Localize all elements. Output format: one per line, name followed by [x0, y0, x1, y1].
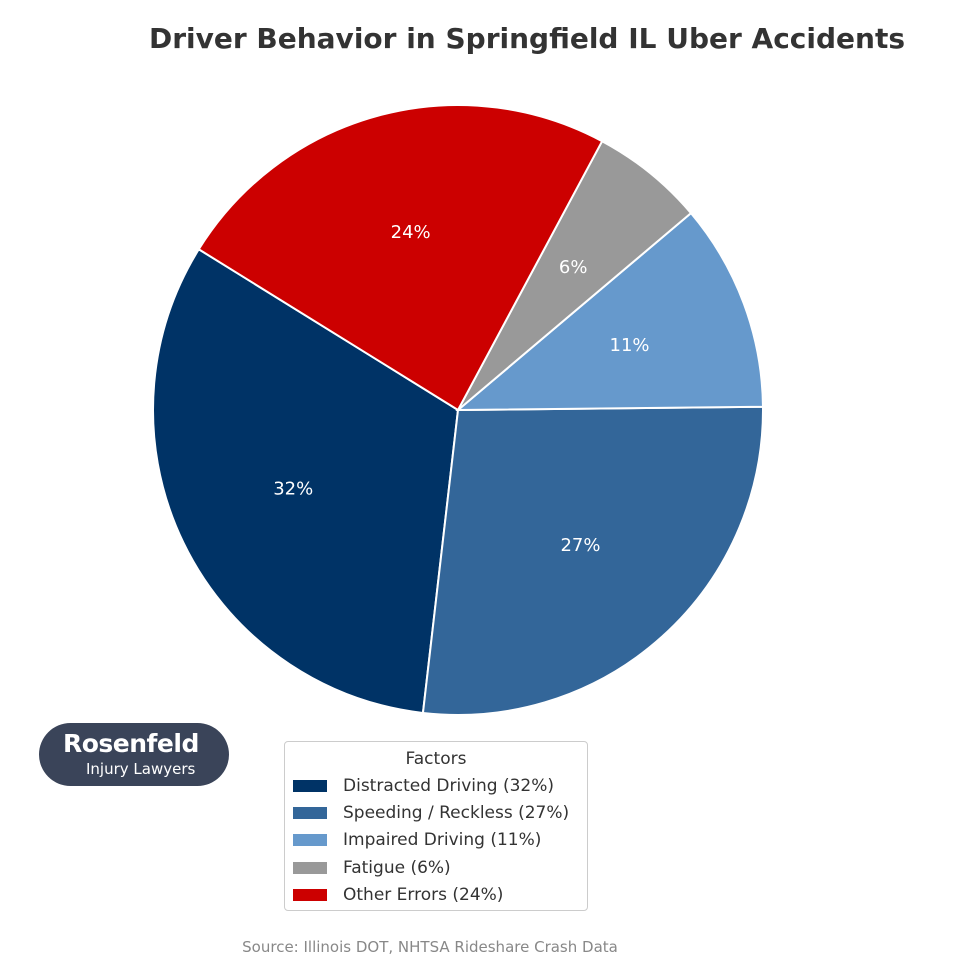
- pie-slice-distracted-driving: [152, 247, 460, 715]
- pie-slice-speeding-reckless: [421, 405, 764, 716]
- legend-label: Other Errors (24%): [343, 884, 504, 905]
- legend-label: Speeding / Reckless (27%): [343, 803, 570, 824]
- legend-item: Other Errors (24%): [293, 883, 503, 907]
- legend-item: Distracted Driving (32%): [293, 774, 554, 798]
- legend-swatch: [293, 780, 327, 792]
- logo-tagline: Injury Lawyers: [86, 760, 196, 778]
- legend-label: Distracted Driving (32%): [343, 776, 555, 796]
- source-note: Source: Illinois DOT, NHTSA Rideshare Cr…: [242, 938, 618, 956]
- legend-swatch: [293, 861, 327, 874]
- chart-title: Driver Behavior in Springfield IL Uber A…: [148, 22, 906, 55]
- slice-label: 24%: [391, 222, 431, 243]
- rosenfeld-logo: Rosenfeld Injury Lawyers: [39, 723, 229, 786]
- legend-title: Factors: [405, 749, 467, 769]
- pie-slice-impaired-driving: [455, 211, 764, 412]
- slice-label: 6%: [559, 257, 588, 278]
- logo-brand: Rosenfeld: [63, 729, 199, 758]
- slice-label: 27%: [560, 535, 600, 556]
- legend-swatch: [293, 807, 327, 820]
- slice-label: 32%: [273, 479, 313, 500]
- pie-slice-other-errors: [197, 104, 604, 412]
- legend-item: Impaired Driving (11%): [293, 828, 541, 852]
- legend-item: Fatigue (6%): [293, 856, 451, 880]
- legend-item: Speeding / Reckless (27%): [293, 801, 569, 825]
- legend-swatch: [293, 888, 327, 901]
- slice-label: 11%: [610, 335, 650, 356]
- legend: Factors Distracted Driving (32%) Speeding…: [284, 741, 588, 911]
- legend-swatch: [293, 834, 327, 847]
- legend-label: Impaired Driving (11%): [343, 830, 542, 851]
- legend-label: Fatigue (6%): [343, 857, 451, 878]
